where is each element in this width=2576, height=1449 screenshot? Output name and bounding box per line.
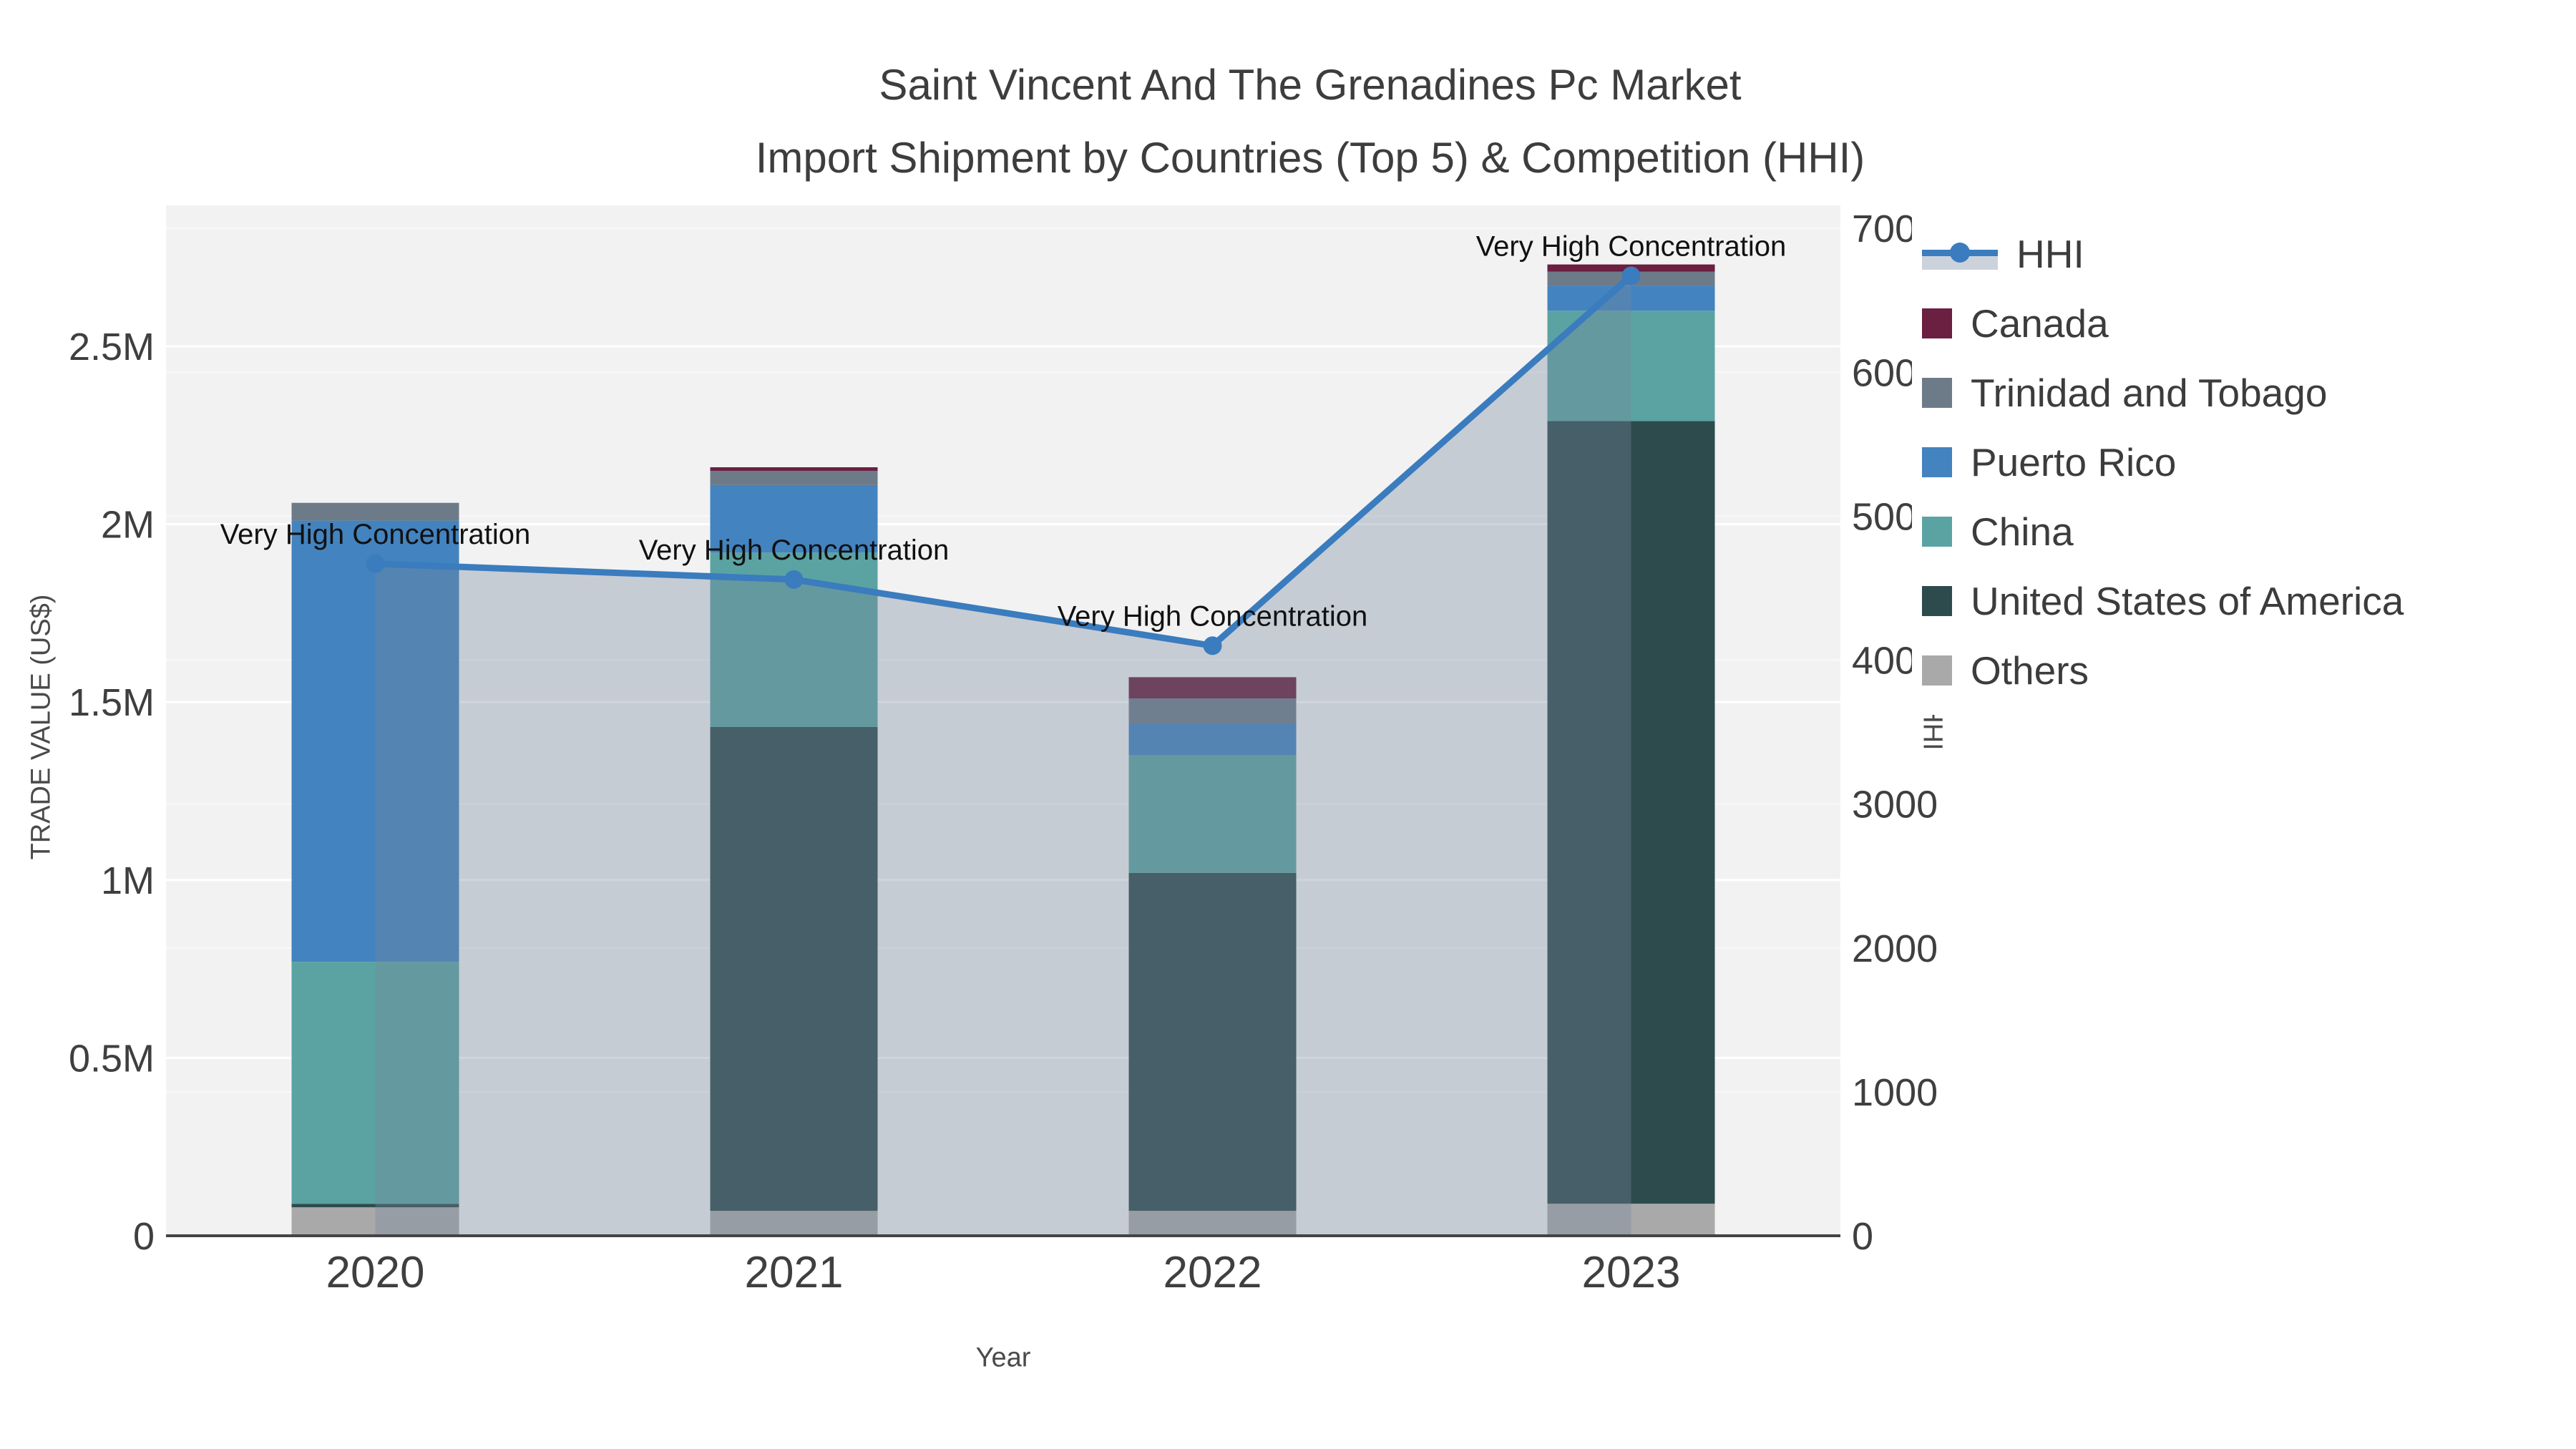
bar-segment-united-states-of-america[interactable] [710, 726, 878, 1211]
bar-segment-others[interactable] [1128, 1211, 1297, 1236]
x-tick-label: 2020 [326, 1248, 425, 1297]
bar-segment-united-states-of-america[interactable] [1128, 872, 1297, 1211]
legend-color-swatch-icon [1922, 516, 1952, 547]
legend-label: United States of America [1971, 578, 2404, 623]
x-tick-label: 2022 [1163, 1248, 1262, 1297]
bar-segment-united-states-of-america[interactable] [291, 1204, 459, 1208]
legend: HHI Canada Trinidad and Tobago Puerto Rico C… [1912, 213, 2430, 715]
bar-segment-china[interactable] [1128, 755, 1297, 873]
annotation-concentration: Very High Concentration [639, 535, 950, 566]
bar-segment-puerto-rico[interactable] [710, 484, 878, 553]
bar-segment-canada[interactable] [1128, 677, 1297, 699]
legend-color-swatch-icon [1922, 585, 1952, 616]
legend-label: HHI [2016, 231, 2084, 276]
y-right-tick-label: 1000 [1852, 1071, 1938, 1114]
bar-segment-puerto-rico[interactable] [291, 520, 459, 962]
bar-segment-others[interactable] [710, 1211, 878, 1236]
y-left-tick-label: 0 [133, 1215, 155, 1258]
hhi-marker[interactable] [1621, 266, 1641, 286]
legend-label: Trinidad and Tobago [1971, 370, 2328, 415]
hhi-area-fill [375, 275, 1631, 1236]
x-tick-label: 2021 [745, 1248, 844, 1297]
bar-segment-puerto-rico[interactable] [1547, 286, 1715, 311]
y-axis-left-title: TRADE VALUE (US$) [26, 594, 57, 860]
y-right-tick-label: 3000 [1852, 784, 1938, 826]
x-axis-title: Year [975, 1342, 1031, 1373]
legend-item-hhi[interactable]: HHI [1922, 219, 2404, 288]
legend-item-others[interactable]: Others [1922, 635, 2404, 705]
bar-segment-trinidad-and-tobago[interactable] [1128, 698, 1297, 723]
hhi-marker[interactable] [366, 554, 385, 573]
legend-item-trinidad-and-tobago[interactable]: Trinidad and Tobago [1922, 358, 2404, 427]
annotation-concentration: Very High Concentration [1058, 600, 1368, 632]
bar-segment-trinidad-and-tobago[interactable] [710, 470, 878, 485]
legend-label: Others [1971, 648, 2089, 693]
bar-segment-trinidad-and-tobago[interactable] [291, 502, 459, 521]
bar-segment-others[interactable] [291, 1207, 459, 1236]
annotation-concentration: Very High Concentration [1476, 231, 1787, 263]
legend-color-swatch-icon [1922, 308, 1952, 338]
y-left-tick-label: 2M [101, 504, 155, 547]
y-right-tick-label: 0 [1852, 1215, 1873, 1258]
x-tick-label: 2023 [1582, 1248, 1681, 1297]
legend-item-china[interactable]: China [1922, 497, 2404, 566]
legend-color-swatch-icon [1922, 377, 1952, 408]
bar-segment-china[interactable] [291, 962, 459, 1204]
y-left-tick-label: 2.5M [69, 326, 155, 369]
hhi-marker[interactable] [784, 570, 804, 589]
bar-segment-puerto-rico[interactable] [1128, 723, 1297, 756]
legend-color-swatch-icon [1922, 655, 1952, 686]
y-right-tick-label: 2000 [1852, 927, 1938, 970]
legend-label: Puerto Rico [1971, 439, 2177, 484]
legend-item-canada[interactable]: Canada [1922, 288, 2404, 358]
chart-title-line1: Saint Vincent And The Grenadines Pc Mark… [879, 61, 1742, 109]
bar-segment-others[interactable] [1547, 1204, 1715, 1236]
annotation-concentration: Very High Concentration [220, 519, 531, 550]
legend-item-united-states-of-america[interactable]: United States of America [1922, 566, 2404, 635]
chart-title-line2: Import Shipment by Countries (Top 5) & C… [755, 134, 1865, 182]
hhi-marker[interactable] [1203, 636, 1222, 655]
legend-color-swatch-icon [1922, 447, 1952, 477]
legend-label: Canada [1971, 301, 2109, 346]
bar-segment-canada[interactable] [710, 467, 878, 471]
y-left-tick-label: 1.5M [69, 681, 155, 724]
bar-segment-united-states-of-america[interactable] [1547, 421, 1715, 1204]
hhi-line-swatch-icon [1922, 237, 1998, 271]
y-left-tick-label: 0.5M [69, 1037, 155, 1080]
hhi-line [375, 273, 1634, 650]
y-left-tick-label: 1M [101, 859, 155, 902]
legend-label: China [1971, 509, 2074, 554]
legend-item-puerto-rico[interactable]: Puerto Rico [1922, 427, 2404, 497]
